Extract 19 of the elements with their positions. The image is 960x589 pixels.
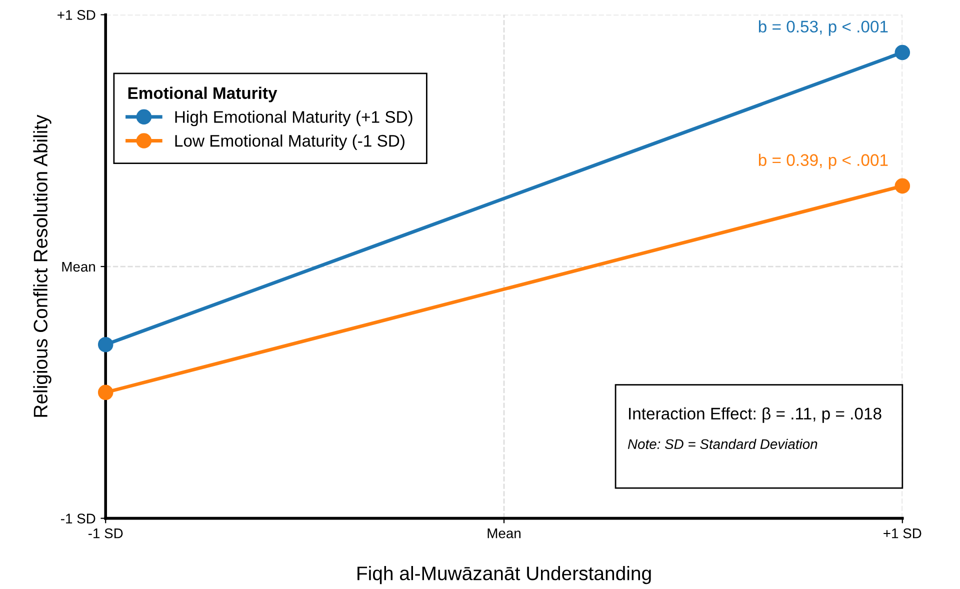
y-tick-label: -1 SD (60, 514, 96, 524)
x-axis-title: Fiqh al-Muwāzanāt Understanding (358, 566, 651, 584)
y-tick-label: Mean (62, 262, 95, 272)
annotation: Interaction Effect: β = .11, p = .018 (629, 407, 882, 423)
x-tick-label: Mean (488, 528, 520, 538)
point (894, 178, 910, 194)
y-tick-label: +1 SD (58, 10, 96, 20)
x-tick-label: +1 SD (884, 528, 922, 538)
legend-label: High Emotional Maturity (+1 SD) (175, 110, 412, 126)
point (98, 336, 114, 352)
annotation: Note: SD = Standard Deviation (628, 438, 818, 450)
y-axis-title: Religious Conflict Resolution Ability (33, 114, 52, 417)
point (894, 44, 910, 60)
annotation: b = 0.53, p < .001 (758, 20, 888, 36)
annotation: b = 0.39, p < .001 (758, 154, 888, 170)
point (98, 384, 114, 400)
x-tick-label: -1 SD (88, 528, 123, 538)
legend-label: Low Emotional Maturity (-1 SD) (175, 134, 404, 150)
legend-title: Emotional Maturity (128, 86, 278, 102)
